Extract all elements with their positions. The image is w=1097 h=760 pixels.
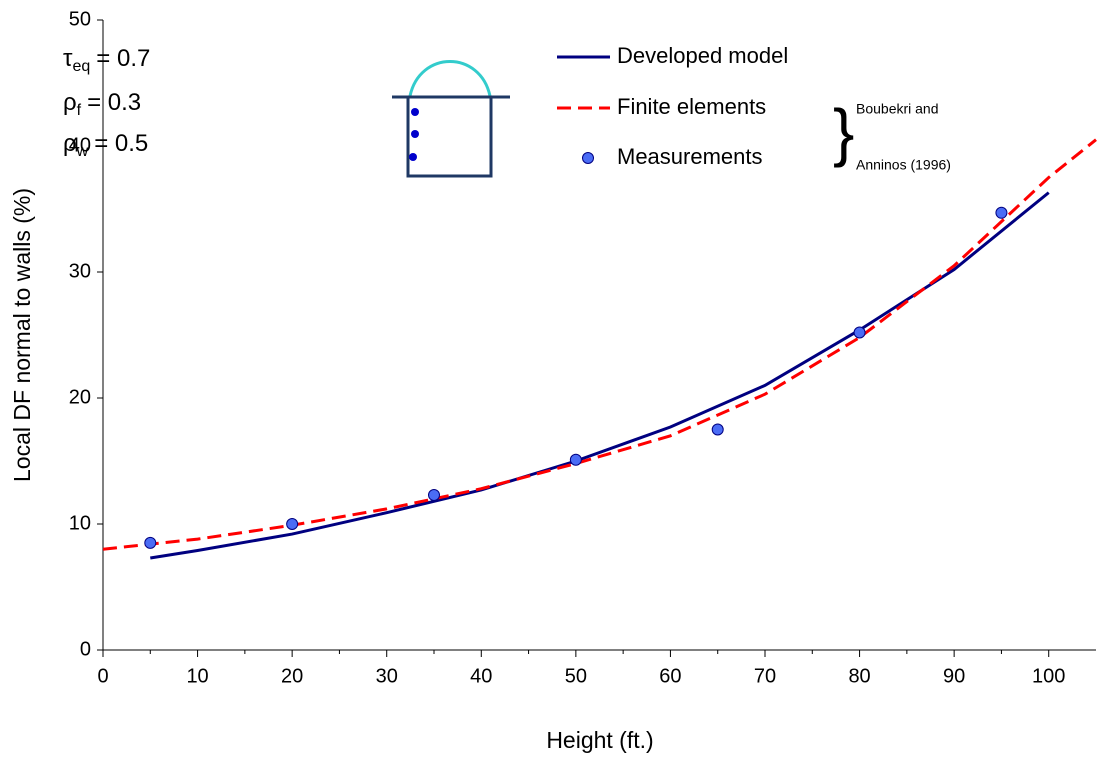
measurement-point (711, 423, 724, 436)
icon-well (406, 97, 493, 178)
measurement-point (853, 326, 866, 339)
icon-dot (411, 108, 419, 116)
source-text: Anninos (1996) (856, 157, 951, 173)
x-tick-label: 70 (754, 665, 776, 687)
x-tick-label: 60 (659, 665, 681, 687)
annotation: ρf = 0.3 (63, 89, 141, 119)
icon-arc (408, 60, 492, 97)
annotation-subscript: eq (72, 58, 90, 75)
annotation-subscript: w (76, 143, 89, 160)
legend-marker (582, 152, 594, 164)
measurement-point (428, 489, 440, 502)
annotation-symbol: ρ (63, 130, 77, 157)
x-tick-label: 50 (565, 665, 587, 687)
legend-label: Measurements (617, 144, 763, 169)
y-tick-label: 40 (69, 134, 91, 156)
source-text: Boubekri and (856, 101, 939, 117)
fe-line (102, 138, 1097, 551)
x-tick-label: 10 (186, 665, 208, 687)
annotation: ρw = 0.5 (63, 130, 148, 160)
legend-label: Finite elements (617, 94, 766, 119)
x-tick-label: 100 (1032, 665, 1065, 687)
annotation-symbol: τ (63, 45, 73, 72)
y-tick-label: 30 (69, 260, 91, 282)
measurement-point (144, 536, 157, 549)
icon-dot (411, 130, 419, 138)
y-tick-label: 0 (80, 638, 91, 660)
annotation-subscript: f (77, 102, 82, 119)
y-tick-label: 50 (69, 8, 91, 30)
model-line (150, 191, 1050, 560)
icon-dot (409, 153, 417, 161)
annotation: τeq = 0.7 (63, 45, 150, 75)
x-tick-label: 20 (281, 665, 303, 687)
legend-label: Developed model (617, 43, 788, 68)
y-axis-label: Local DF normal to walls (%) (9, 188, 35, 482)
annotation-value: = 0.5 (94, 130, 148, 157)
annotation-value: = 0.3 (87, 89, 141, 116)
y-tick-label: 20 (69, 386, 91, 408)
x-tick-label: 80 (848, 665, 870, 687)
brace: } (833, 96, 854, 168)
measurement-point (286, 518, 299, 530)
y-tick-label: 10 (69, 512, 91, 534)
x-axis-label: Height (ft.) (546, 727, 653, 753)
x-tick-label: 30 (376, 665, 398, 687)
x-tick-label: 40 (470, 665, 492, 687)
opening-icon (392, 60, 510, 178)
annotation-symbol: ρ (63, 89, 77, 116)
measurement-point (995, 206, 1008, 219)
x-tick-label: 90 (943, 665, 965, 687)
x-tick-label: 0 (97, 665, 108, 687)
measurement-point (569, 453, 582, 466)
annotation-value: = 0.7 (96, 45, 150, 72)
